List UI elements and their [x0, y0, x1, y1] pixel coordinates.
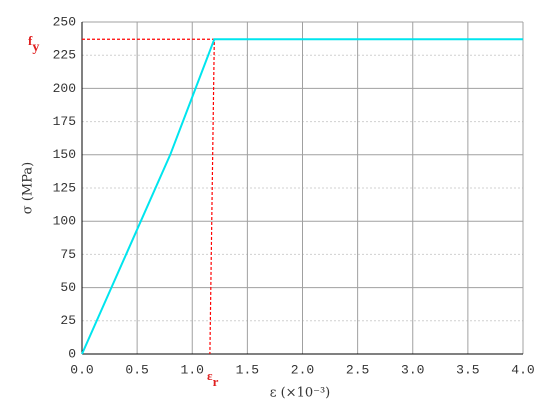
annotation-text: ε [207, 368, 213, 383]
y-tick-label: 250 [53, 14, 76, 29]
x-tick-label: 3.0 [401, 362, 424, 377]
y-tick-label: 25 [60, 313, 76, 328]
annotation-fy: fy [28, 33, 39, 55]
x-axis-label: ε (×10⁻³) [270, 386, 331, 401]
annotation-sub: y [32, 40, 39, 55]
annotation-er: εr [207, 368, 219, 389]
y-tick-label: 150 [53, 147, 76, 162]
x-tick-label: 3.5 [456, 362, 479, 377]
y-tick-label: 175 [53, 114, 76, 129]
annotation-text: f [28, 33, 33, 48]
data-line [81, 38, 523, 355]
x-tick-label: 4.0 [511, 362, 534, 377]
x-tick-label: 0.5 [125, 362, 148, 377]
x-tick-label: 2.5 [346, 362, 369, 377]
y-tick-label: 200 [53, 81, 76, 96]
y-tick-label: 50 [60, 280, 76, 295]
x-tick-label: 1.0 [181, 362, 204, 377]
x-tick-label: 0.0 [70, 362, 93, 377]
y-tick-label: 125 [53, 180, 76, 195]
y-axis-label: σ (MPa) [21, 162, 36, 214]
y-tick-label: 0 [68, 346, 76, 361]
annotation-sub: r [213, 374, 219, 389]
y-tick-label: 100 [53, 214, 76, 229]
y-tick-label: 75 [60, 247, 76, 262]
y-tick-label: 225 [53, 48, 76, 63]
x-tick-label: 1.5 [236, 362, 259, 377]
x-tick-label: 2.0 [291, 362, 314, 377]
